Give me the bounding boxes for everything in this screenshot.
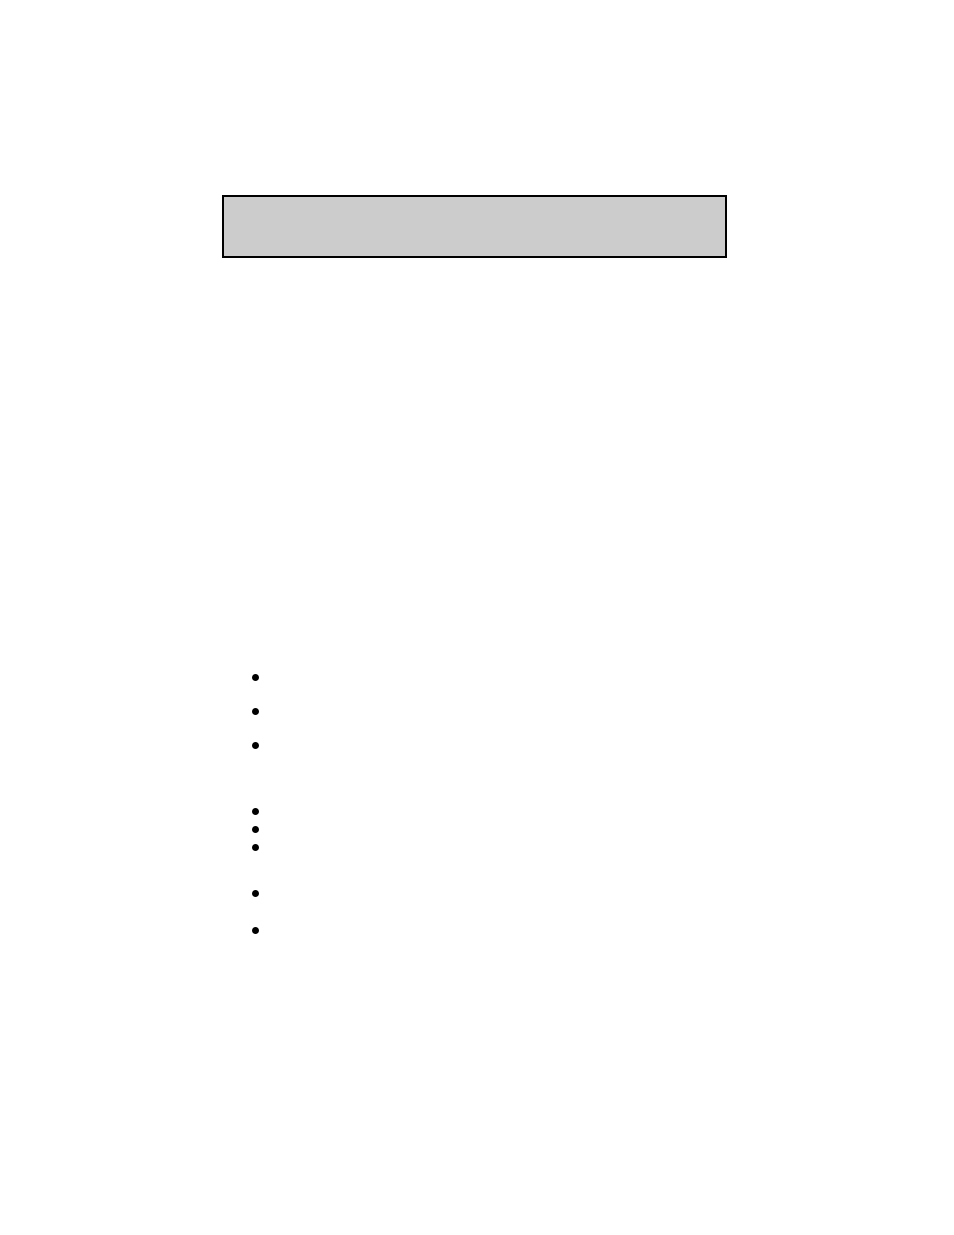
bullet-dot bbox=[252, 826, 259, 833]
bullet-dot bbox=[252, 674, 259, 681]
bullet-dot bbox=[252, 927, 259, 934]
bullet-dot bbox=[252, 844, 259, 851]
bullet-dot bbox=[252, 808, 259, 815]
bullet-dot bbox=[252, 742, 259, 749]
bullet-dot bbox=[252, 708, 259, 715]
bullet-dot bbox=[252, 890, 259, 897]
header-box bbox=[222, 195, 727, 258]
